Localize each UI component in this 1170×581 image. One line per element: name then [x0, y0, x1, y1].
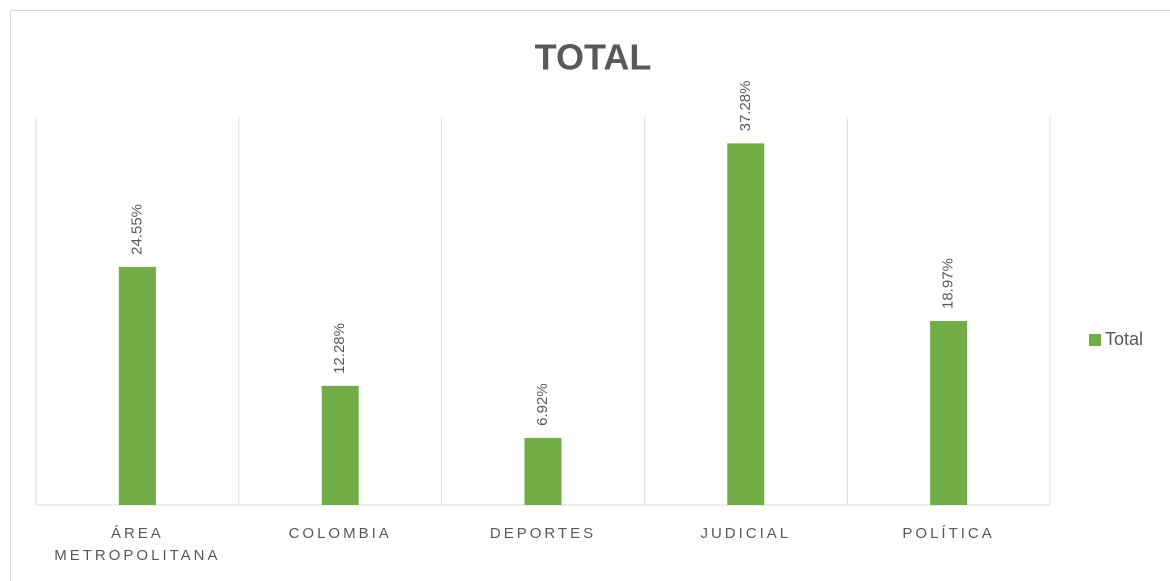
bar — [930, 320, 968, 505]
x-tick-label: DEPORTES — [489, 525, 597, 542]
data-label: 18.97% — [940, 258, 957, 309]
data-label: 12.28% — [331, 323, 348, 374]
legend-label: Total — [1105, 329, 1143, 349]
x-tick-label: COLOMBIA — [288, 525, 392, 542]
chart-title: TOTAL — [535, 37, 652, 78]
x-tick-label: POLÍTICA — [902, 525, 995, 542]
x-tick-label: ÁREA METROPOLITANA — [54, 525, 221, 564]
data-label: 24.55% — [128, 204, 145, 255]
bar — [524, 437, 562, 505]
bar — [727, 143, 765, 505]
x-tick-label: JUDICIAL — [700, 525, 792, 542]
legend-swatch — [1089, 334, 1101, 346]
bar — [321, 385, 359, 505]
bar — [118, 266, 156, 505]
chart-border — [10, 10, 1170, 581]
data-label: 37.28% — [737, 81, 754, 132]
data-label: 6.92% — [534, 383, 551, 426]
